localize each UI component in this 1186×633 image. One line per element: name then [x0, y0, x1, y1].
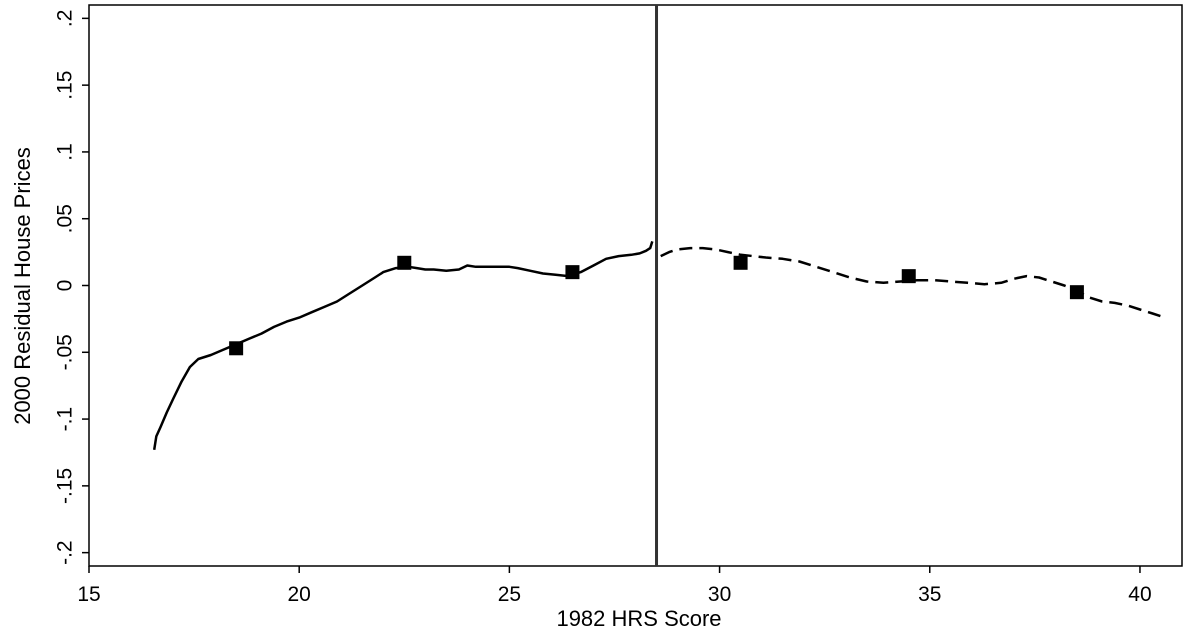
x-tick-label: 40: [1128, 583, 1151, 606]
bin-mean-marker: [397, 255, 412, 270]
y-tick-label: .1: [54, 143, 77, 161]
y-axis: -.2 -.15 -.1 -.05 0 .05 .1 .15 .2: [54, 10, 89, 565]
bin-mean-marker: [733, 255, 748, 270]
bin-mean-marker: [229, 341, 244, 356]
bin-marker-layer: [229, 255, 1084, 356]
bin-mean-marker: [565, 265, 580, 280]
y-tick-label: .15: [54, 71, 77, 100]
x-axis: 15 20 25 30 35 40: [77, 566, 1152, 606]
dashed-fit-line: [660, 246, 1162, 318]
bin-mean-marker: [1069, 285, 1084, 300]
x-tick-label: 35: [918, 583, 941, 606]
y-tick-label: -.1: [54, 407, 77, 432]
y-tick-label: -.2: [54, 540, 77, 565]
x-tick-label: 15: [77, 583, 100, 606]
x-tick-label: 20: [288, 583, 311, 606]
y-axis-title: 2000 Residual House Prices: [10, 147, 35, 425]
y-tick-label: -.05: [54, 334, 77, 370]
bin-mean-marker: [901, 269, 916, 284]
y-tick-label: -.15: [54, 468, 77, 504]
x-axis-title: 1982 HRS Score: [556, 606, 721, 631]
plot-frame: [88, 4, 1183, 567]
y-tick-label: 0: [54, 280, 77, 292]
x-tick-label: 30: [708, 583, 731, 606]
y-tick-label: .2: [54, 10, 77, 28]
x-tick-label: 25: [498, 583, 521, 606]
y-tick-label: .05: [54, 204, 77, 233]
